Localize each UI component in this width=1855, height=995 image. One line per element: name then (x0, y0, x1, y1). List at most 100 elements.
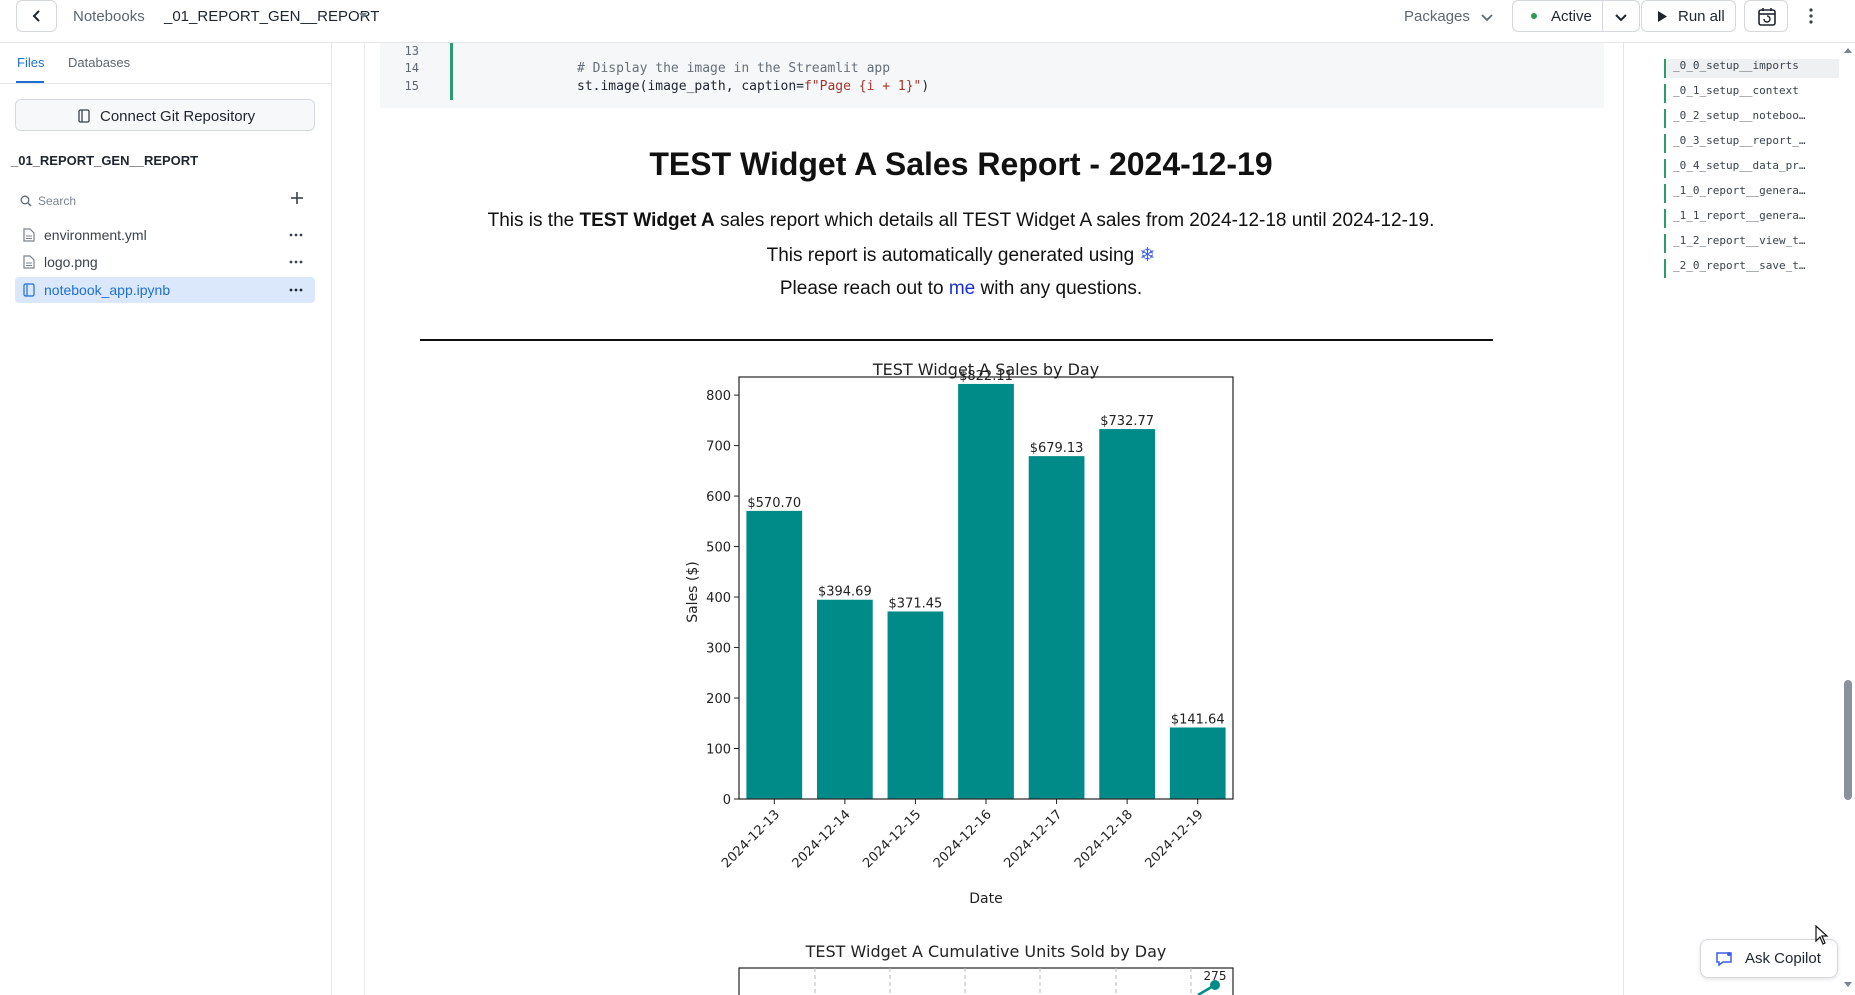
bar (746, 510, 803, 799)
active-tab-indicator (16, 81, 44, 83)
data-label: $394.69 (818, 585, 872, 600)
code-cell[interactable]: 13 14 15 # Display the image in the Stre… (380, 43, 1604, 108)
data-label: 275 (1204, 969, 1227, 983)
bar (1028, 456, 1085, 799)
outline-item[interactable]: _0_4_setup__data_pr… (1664, 159, 1839, 178)
code-token: st.image(image_path, caption= (577, 79, 804, 94)
notebook-icon (23, 283, 35, 297)
status-dot (1531, 13, 1537, 19)
chart-title: TEST Widget A Cumulative Units Sold by D… (805, 942, 1167, 961)
bar (1169, 727, 1226, 799)
outline-item[interactable]: _1_1_report__genera… (1664, 209, 1839, 228)
report-contact: Please reach out to me with any question… (332, 278, 1590, 300)
more-horizontal-icon[interactable] (289, 260, 303, 264)
file-item-environment-yml[interactable]: environment.yml (15, 222, 315, 248)
cell-active-bar (450, 43, 453, 100)
top-bar: Notebooks _01_REPORT_GEN__REPORT Package… (0, 0, 1855, 43)
data-label: $371.45 (889, 596, 943, 611)
more-vertical-icon[interactable] (1808, 6, 1814, 26)
line-number: 15 (404, 79, 419, 93)
tab-databases[interactable]: Databases (68, 55, 131, 70)
schedule-button[interactable] (1744, 0, 1788, 32)
notebook-name[interactable]: _01_REPORT_GEN__REPORT (164, 8, 380, 25)
tab-files[interactable]: Files (17, 55, 45, 70)
bar (1099, 429, 1156, 799)
sidebar-tabs: Files Databases (0, 43, 331, 84)
mouse-cursor-icon (1815, 925, 1829, 945)
report-intro: This is the TEST Widget A sales report w… (332, 210, 1590, 232)
copilot-icon (1716, 952, 1732, 967)
bar (958, 383, 1014, 799)
more-horizontal-icon[interactable] (289, 288, 303, 292)
x-tick-label: 2024-12-19 (1143, 807, 1207, 871)
x-tick-label: 2024-12-16 (931, 807, 995, 871)
breadcrumb-notebooks[interactable]: Notebooks (73, 8, 145, 25)
outline-item[interactable]: _1_2_report__view_t… (1664, 234, 1839, 253)
product-name: TEST Widget A (579, 210, 715, 231)
code-line: # Display the image in the Streamlit app (577, 61, 891, 76)
chevron-down-icon[interactable] (1480, 10, 1494, 24)
connect-git-button[interactable]: Connect Git Repository (15, 99, 315, 131)
outline-item[interactable]: _2_0_report__save_t… (1664, 259, 1839, 278)
plot-frame (738, 967, 1234, 995)
run-all-button[interactable]: Run all (1641, 0, 1736, 32)
caret-down-icon[interactable] (358, 12, 368, 20)
back-button[interactable] (16, 0, 57, 32)
caret-up-icon[interactable] (1843, 46, 1853, 54)
more-horizontal-icon[interactable] (289, 233, 303, 237)
session-status-button[interactable]: Active (1512, 0, 1640, 32)
chevron-left-icon (32, 10, 40, 22)
divider (420, 339, 1493, 341)
x-tick-label: 2024-12-18 (1072, 807, 1136, 871)
data-point (1210, 980, 1220, 990)
connect-git-label: Connect Git Repository (100, 108, 256, 125)
sales-charts: TEST Widget A Sales by Day 0 100 200 300 400 5… (685, 360, 1234, 995)
file-name: logo.png (44, 254, 98, 270)
outline-item[interactable]: _0_1_setup__context (1664, 84, 1839, 103)
generated-text: This report is automatically generated u… (766, 245, 1140, 266)
project-title: _01_REPORT_GEN__REPORT (11, 153, 199, 168)
contact-link[interactable]: me (948, 278, 976, 299)
plot-frame (738, 376, 1234, 800)
contact-text: Please reach out to (779, 278, 949, 299)
code-token: ) (921, 79, 930, 94)
add-file-icon[interactable] (289, 190, 305, 206)
code-string: f"Page {i + 1}" (803, 79, 922, 94)
x-axis-label: Date (969, 891, 1002, 907)
file-item-notebook-app-ipynb[interactable]: notebook_app.ipynb (15, 277, 315, 303)
file-name: environment.yml (44, 227, 147, 243)
x-tick-label: 2024-12-17 (1001, 807, 1065, 871)
file-item-logo-png[interactable]: logo.png (15, 249, 315, 275)
x-tick-label: 2024-12-14 (790, 807, 854, 871)
cell-gutter (364, 43, 365, 995)
intro-text: sales report which details all TEST Widg… (714, 210, 1435, 231)
packages-button[interactable]: Packages (1404, 8, 1470, 25)
report-title: TEST Widget A Sales Report - 2024-12-19 (649, 146, 1273, 182)
file-icon (23, 255, 35, 269)
y-axis-label: Sales ($) (685, 561, 701, 623)
notebook-main: 13 14 15 # Display the image in the Stre… (332, 43, 1623, 995)
outline-item[interactable]: _0_2_setup__noteboo… (1664, 109, 1839, 128)
scrollbar-track[interactable] (1842, 43, 1854, 995)
data-label: $679.13 (1030, 441, 1084, 456)
line-number: 14 (404, 61, 419, 75)
contact-text: with any questions. (975, 278, 1143, 299)
data-label: $732.77 (1100, 414, 1154, 429)
file-search-input[interactable] (38, 192, 268, 210)
outline-item[interactable]: _0_3_setup__report_… (1664, 134, 1839, 153)
y-tick-label: 0 (723, 793, 731, 808)
bar (887, 611, 944, 799)
ask-copilot-button[interactable]: Ask Copilot (1700, 939, 1838, 978)
file-icon (23, 228, 35, 242)
outline-item[interactable]: _0_0_setup__imports (1664, 59, 1839, 78)
chevron-down-icon[interactable] (1614, 10, 1628, 24)
data-label: $570.70 (747, 496, 801, 511)
caret-down-icon[interactable] (1843, 981, 1853, 989)
play-icon (1658, 11, 1667, 22)
outline-item[interactable]: _1_0_report__genera… (1664, 184, 1839, 203)
x-tick-label: 2024-12-15 (860, 807, 924, 871)
x-tick-label: 2024-12-13 (719, 807, 783, 871)
scrollbar-thumb[interactable] (1844, 680, 1852, 800)
y-tick-label: 800 (706, 389, 731, 404)
calendar-refresh-icon (1758, 8, 1776, 26)
